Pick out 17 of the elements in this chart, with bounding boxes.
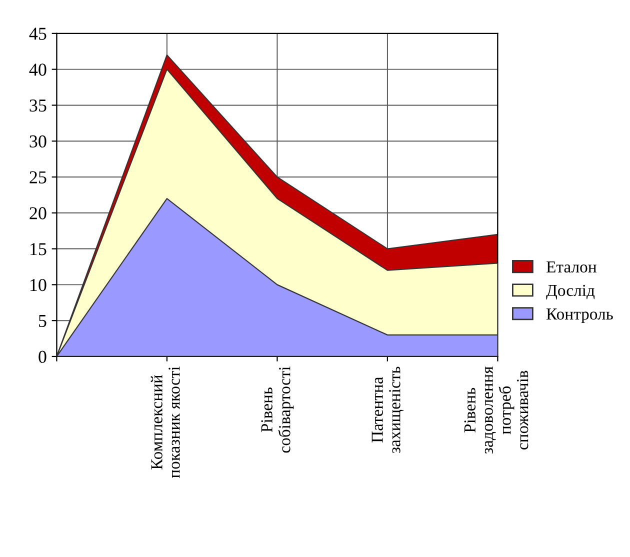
x-tick-label: Рівень собівартості — [261, 366, 294, 453]
y-tick-label: 45 — [29, 28, 46, 40]
legend-label: Контроль — [546, 308, 613, 324]
y-tick-label: 5 — [39, 315, 46, 328]
y-tick-label: 15 — [30, 243, 46, 256]
x-tick-label: Патентна захищеність — [372, 366, 404, 454]
y-tick-label: 10 — [30, 278, 46, 292]
legend-label: Еталон — [546, 261, 596, 273]
y-tick-label: 35 — [30, 100, 46, 112]
x-tick-label: Рівень задоволення потреб споживачів — [464, 366, 528, 454]
x-tick-label: Комплексний показник якості — [150, 366, 180, 478]
y-tick-label: 20 — [30, 207, 46, 220]
legend-label: Дослід — [546, 284, 595, 300]
y-tick-label: 25 — [30, 171, 46, 184]
y-tick-label: 0 — [38, 350, 46, 363]
y-tick-label: 30 — [30, 135, 46, 148]
y-tick-label: 40 — [29, 64, 46, 76]
